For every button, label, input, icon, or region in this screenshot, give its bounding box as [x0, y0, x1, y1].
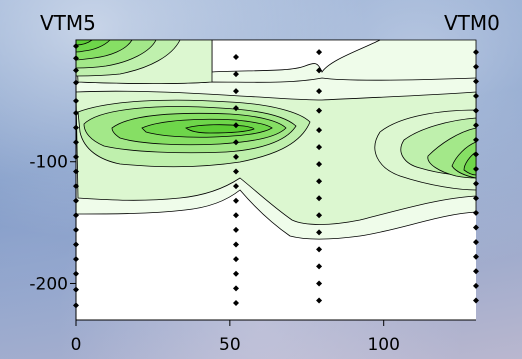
sample-point: [473, 239, 479, 246]
sample-point: [316, 49, 323, 56]
sample-point: [473, 297, 479, 304]
sample-point: [473, 195, 479, 202]
sample-point: [233, 256, 239, 263]
sample-point: [473, 209, 479, 216]
sample-point: [316, 246, 323, 253]
sample-point: [316, 195, 323, 202]
sample-points: [73, 43, 479, 309]
sample-point: [316, 212, 323, 219]
corner-label-left: VTM5: [40, 11, 96, 35]
plot-area: [75, 39, 477, 320]
sample-point: [316, 127, 323, 134]
sample-point: [473, 122, 479, 129]
x-ticks: 0 50 100: [71, 320, 400, 355]
sample-point: [233, 270, 239, 277]
sample-point: [233, 183, 239, 190]
sample-point: [473, 78, 479, 85]
sample-point: [233, 212, 239, 219]
sample-point: [233, 285, 239, 292]
sample-point: [473, 180, 479, 187]
sample-point: [473, 253, 479, 260]
sample-point: [316, 144, 323, 151]
x-tick-label: 0: [71, 335, 82, 355]
sample-point: [316, 107, 323, 114]
sample-point: [233, 122, 239, 129]
y-ticks: -100 -200: [29, 153, 76, 294]
sample-point: [473, 136, 479, 143]
x-tick-label: 50: [219, 335, 241, 355]
sample-point: [316, 229, 323, 236]
sample-point: [316, 88, 323, 95]
contour-right-patch-vivid: [463, 151, 477, 176]
x-tick-label: 100: [367, 335, 399, 355]
sample-point: [473, 166, 479, 173]
sample-point: [316, 263, 323, 270]
sample-point: [316, 161, 323, 168]
sample-point: [473, 268, 479, 275]
sample-point: [233, 226, 239, 233]
contour-white-cap: [211, 39, 381, 73]
sample-point: [233, 105, 239, 112]
sample-point: [316, 67, 323, 74]
sample-point: [233, 71, 239, 78]
sample-point: [473, 282, 479, 289]
sample-point: [473, 224, 479, 231]
sample-point: [473, 63, 479, 70]
sample-point: [233, 197, 239, 204]
sample-point: [316, 178, 323, 185]
corner-label-right: VTM0: [444, 11, 500, 35]
sample-point: [473, 151, 479, 158]
sample-point: [233, 241, 239, 248]
sample-point: [233, 139, 239, 146]
sample-point: [233, 54, 239, 61]
sample-point: [316, 297, 323, 304]
sample-point: [473, 107, 479, 114]
axes: 0 50 100 -100 -200: [29, 40, 476, 355]
sample-point: [233, 168, 239, 175]
sample-point: [473, 93, 479, 99]
sample-point: [233, 299, 239, 306]
y-tick-label: -200: [29, 274, 68, 294]
sample-point: [316, 280, 323, 287]
sample-point: [233, 88, 239, 95]
sample-point: [473, 49, 479, 56]
sample-point: [233, 153, 239, 160]
y-tick-label: -100: [29, 153, 68, 173]
